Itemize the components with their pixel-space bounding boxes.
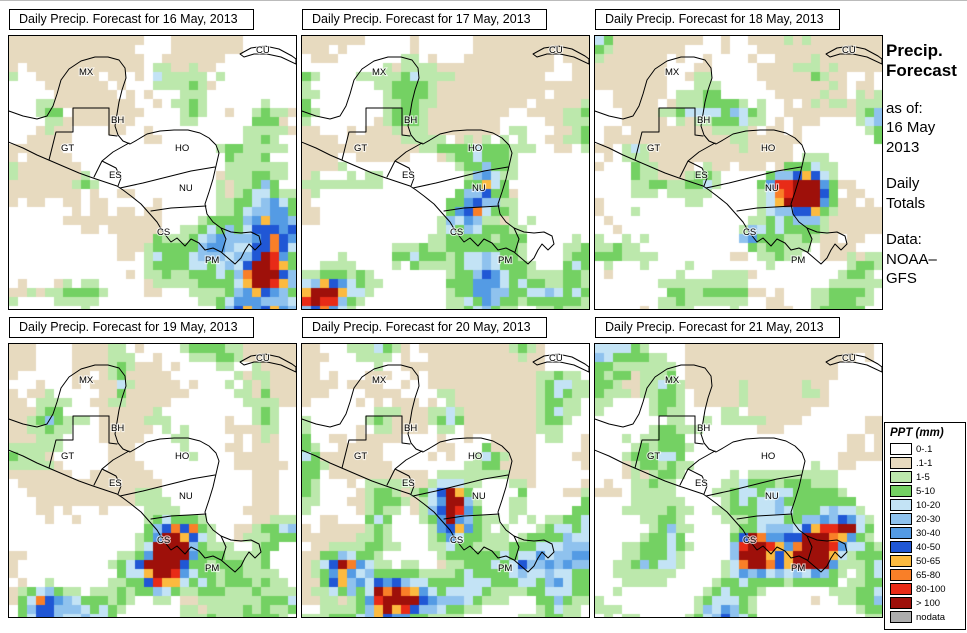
legend-swatch	[890, 597, 912, 609]
legend-label: .1-1	[916, 457, 933, 469]
panel-17-may: Daily Precip. Forecast for 17 May, 2013	[301, 9, 590, 310]
legend-item: .1-1	[890, 457, 960, 469]
legend-label: 30-40	[916, 527, 941, 539]
legend-label: 65-80	[916, 569, 941, 581]
sidebar-data-label: Data:	[886, 231, 922, 249]
legend-label: nodata	[916, 611, 946, 623]
map-18-may	[594, 35, 883, 310]
legend-label: 5-10	[916, 485, 936, 497]
sidebar-daily-line1: Daily	[886, 175, 920, 193]
legend-label: 50-65	[916, 555, 941, 567]
legend-item: 10-20	[890, 499, 960, 511]
sidebar-heading-line2: Forecast	[886, 61, 957, 81]
legend-swatch	[890, 485, 912, 497]
panel-title: Daily Precip. Forecast for 21 May, 2013	[595, 317, 840, 338]
legend-items: 0-.1 .1-1 1-5 5-10 10-20 20-30 30-40 40-50 50-65…	[890, 443, 960, 623]
legend-item: 30-40	[890, 527, 960, 539]
legend-swatch	[890, 471, 912, 483]
legend-item: 80-100	[890, 583, 960, 595]
sidebar-asof-date: 16 May	[886, 119, 936, 137]
legend-label: 80-100	[916, 583, 946, 595]
sidebar-data-source-line1: NOAA–	[886, 250, 937, 268]
sidebar-spacer	[886, 82, 966, 99]
map-overlay	[9, 344, 296, 617]
panel-20-may: Daily Precip. Forecast for 20 May, 2013	[301, 317, 590, 618]
legend-label: 0-.1	[916, 443, 933, 455]
panel-title: Daily Precip. Forecast for 20 May, 2013	[302, 317, 547, 338]
legend-item: 40-50	[890, 541, 960, 553]
sidebar-daily-line2: Totals	[886, 194, 926, 212]
panel-title: Daily Precip. Forecast for 17 May, 2013	[302, 9, 547, 30]
map-overlay	[595, 344, 882, 617]
panel-19-may: Daily Precip. Forecast for 19 May, 2013	[8, 317, 297, 618]
legend-swatch	[890, 527, 912, 539]
legend-item: 50-65	[890, 555, 960, 567]
legend-item: 65-80	[890, 569, 960, 581]
sidebar-data-source-line2: GFS	[886, 270, 917, 288]
legend-item: 20-30	[890, 513, 960, 525]
sidebar-spacer	[886, 213, 966, 230]
precip-raster	[595, 36, 882, 309]
legend-item: nodata	[890, 611, 960, 623]
map-overlay	[302, 36, 589, 309]
panel-18-may: Daily Precip. Forecast for 18 May, 2013	[594, 9, 883, 310]
legend-title: PPT (mm)	[890, 427, 944, 439]
sidebar-asof-label: as of:	[886, 99, 923, 117]
legend-label: 10-20	[916, 499, 941, 511]
legend-item: 0-.1	[890, 443, 960, 455]
precip-raster	[9, 36, 296, 309]
legend-swatch	[890, 499, 912, 511]
legend-swatch	[890, 583, 912, 595]
sidebar: Precip. Forecast as of: 16 May 2013 Dail…	[886, 41, 966, 289]
legend-swatch	[890, 555, 912, 567]
precip-raster	[302, 36, 589, 309]
sidebar-spacer	[886, 157, 966, 174]
legend-label: > 100	[916, 597, 941, 609]
sidebar-asof-year: 2013	[886, 138, 920, 156]
legend-swatch	[890, 611, 912, 623]
legend-item: 5-10	[890, 485, 960, 497]
map-overlay	[9, 36, 296, 309]
map-17-may	[301, 35, 590, 310]
legend-item: 1-5	[890, 471, 960, 483]
precip-raster	[302, 344, 589, 617]
panel-title: Daily Precip. Forecast for 16 May, 2013	[9, 9, 254, 30]
precip-raster	[9, 344, 296, 617]
legend-swatch	[890, 569, 912, 581]
sidebar-heading-line1: Precip.	[886, 41, 943, 60]
legend-item: > 100	[890, 597, 960, 609]
legend-swatch	[890, 443, 912, 455]
panel-21-may: Daily Precip. Forecast for 21 May, 2013	[594, 317, 883, 618]
map-21-may	[594, 343, 883, 618]
panel-16-may: Daily Precip. Forecast for 16 May, 2013	[8, 9, 297, 310]
map-overlay	[302, 344, 589, 617]
panel-title: Daily Precip. Forecast for 18 May, 2013	[595, 9, 840, 30]
map-overlay	[595, 36, 882, 309]
legend: PPT (mm) 0-.1 .1-1 1-5 5-10 10-20 20-30 30-40 4…	[884, 422, 966, 630]
precip-raster	[595, 344, 882, 617]
legend-label: 1-5	[916, 471, 930, 483]
map-19-may	[8, 343, 297, 618]
legend-label: 20-30	[916, 513, 941, 525]
legend-label: 40-50	[916, 541, 941, 553]
legend-swatch	[890, 541, 912, 553]
legend-swatch	[890, 513, 912, 525]
map-16-may	[8, 35, 297, 310]
map-20-may	[301, 343, 590, 618]
panel-title: Daily Precip. Forecast for 19 May, 2013	[9, 317, 254, 338]
legend-swatch	[890, 457, 912, 469]
